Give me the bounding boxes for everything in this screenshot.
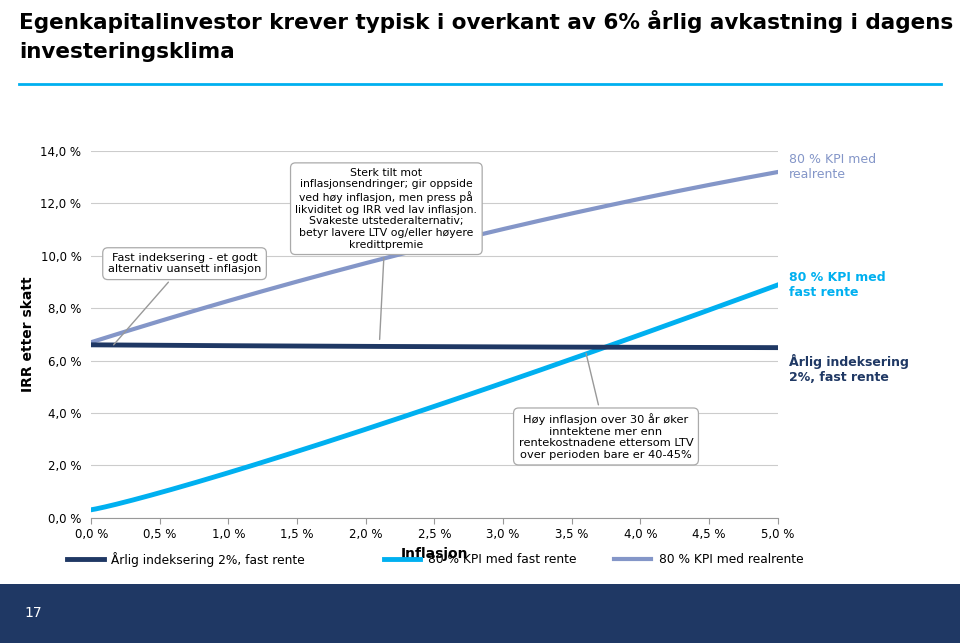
Text: Sterk tilt mot
inflasjonsendringer; gir oppside
ved høy inflasjon, men press på
: Sterk tilt mot inflasjonsendringer; gir … [296,168,477,340]
Text: 80 % KPI med realrente: 80 % KPI med realrente [659,553,804,566]
Text: Årlig indeksering
2%, fast rente: Årlig indeksering 2%, fast rente [789,354,909,384]
Text: 80 % KPI med
fast rente: 80 % KPI med fast rente [789,271,886,299]
Text: Årlig indeksering 2%, fast rente: Årlig indeksering 2%, fast rente [111,552,305,567]
Text: Høy inflasjon over 30 år øker
inntektene mer enn
rentekostnadene ettersom LTV
ov: Høy inflasjon over 30 år øker inntektene… [518,353,693,460]
Text: 80 % KPI med
realrente: 80 % KPI med realrente [789,153,876,181]
Text: 80 % KPI med fast rente: 80 % KPI med fast rente [428,553,577,566]
X-axis label: Inflasjon: Inflasjon [400,547,468,561]
Text: investeringsklima: investeringsklima [19,42,235,62]
Text: Egenkapitalinvestor krever typisk i overkant av 6% årlig avkastning i dagens: Egenkapitalinvestor krever typisk i over… [19,10,953,33]
Y-axis label: IRR etter skatt: IRR etter skatt [21,276,35,392]
Text: Fast indeksering - et godt
alternativ uansett inflasjon: Fast indeksering - et godt alternativ ua… [108,253,261,345]
Text: 17: 17 [24,606,41,620]
